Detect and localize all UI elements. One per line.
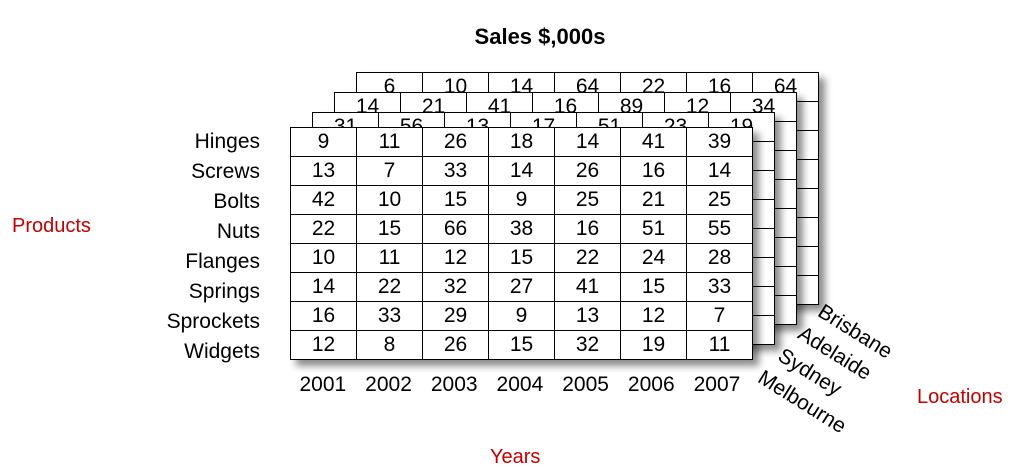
grid-cell: 26 [554, 156, 621, 186]
grid-cell: 22 [554, 243, 621, 273]
grid-cell: 25 [686, 185, 753, 215]
product-label: Sprockets [166, 310, 260, 333]
grid-cell: 15 [422, 185, 489, 215]
grid-cell: 66 [422, 214, 489, 244]
product-label: Nuts [216, 220, 260, 243]
grid-cell: 32 [422, 272, 489, 302]
year-labels: 2001 2002 2003 2004 2005 2006 2007 [290, 373, 750, 397]
grid-cell: 9 [488, 185, 555, 215]
table-row: 9 11 26 18 14 41 39 [290, 127, 753, 157]
table-row: 10 11 12 15 22 24 28 [290, 243, 753, 273]
grid-cell: 16 [290, 301, 357, 331]
table-row: 13 7 33 14 26 16 14 [290, 156, 753, 186]
grid-cell: 33 [422, 156, 489, 186]
grid-cell: 9 [290, 127, 357, 157]
table-row: 42 10 15 9 25 21 25 [290, 185, 753, 215]
grid-cell: 16 [554, 214, 621, 244]
product-label: Bolts [213, 190, 260, 213]
grid-cell: 32 [554, 330, 621, 360]
grid-cell: 55 [686, 214, 753, 244]
product-label: Flanges [185, 250, 260, 273]
grid-cell: 13 [290, 156, 357, 186]
grid-cell: 33 [356, 301, 423, 331]
grid-cell: 14 [488, 156, 555, 186]
grid-cell: 24 [620, 243, 687, 273]
year-label: 2004 [496, 373, 544, 396]
grid-cell: 12 [290, 330, 357, 360]
product-label: Screws [191, 160, 260, 183]
grid-cell: 14 [554, 127, 621, 157]
year-label: 2005 [562, 373, 609, 396]
grid-cell: 38 [488, 214, 555, 244]
table-row: 22 15 66 38 16 51 55 [290, 214, 753, 244]
grid-cell: 41 [620, 127, 687, 157]
grid-cell: 14 [686, 156, 753, 186]
grid-cell: 26 [422, 127, 489, 157]
grid-cell: 12 [422, 243, 489, 273]
grid-cell: 12 [620, 301, 687, 331]
table-row: 14 22 32 27 41 15 33 [290, 272, 753, 302]
grid-cell: 39 [686, 127, 753, 157]
chart-title: Sales $,000s [474, 24, 606, 49]
layer-melbourne: 9 11 26 18 14 41 39 13 7 33 14 26 16 14 42 10 15 9 25 21 25 2… [290, 127, 753, 360]
grid-cell: 22 [356, 272, 423, 302]
grid-cell: 10 [290, 243, 357, 273]
front-grid: 9 11 26 18 14 41 39 13 7 33 14 26 16 14 42 10 15 9 25 21 25 2… [290, 127, 753, 360]
year-label: 2003 [430, 373, 478, 396]
year-label: 2006 [627, 373, 675, 396]
grid-cell: 28 [686, 243, 753, 273]
locations-axis-label: Locations [917, 386, 1003, 408]
grid-cell: 14 [290, 272, 357, 302]
products-axis-label: Products [12, 215, 91, 237]
year-label: 2002 [365, 373, 412, 396]
grid-cell: 10 [356, 185, 423, 215]
grid-cell: 11 [356, 127, 423, 157]
grid-cell: 21 [620, 185, 687, 215]
grid-cell: 51 [620, 214, 687, 244]
grid-cell: 18 [488, 127, 555, 157]
grid-cell: 33 [686, 272, 753, 302]
grid-cell: 25 [554, 185, 621, 215]
product-label: Springs [188, 280, 260, 303]
grid-cell: 27 [488, 272, 555, 302]
grid-cell: 11 [356, 243, 423, 273]
grid-cell: 22 [290, 214, 357, 244]
grid-cell: 7 [686, 301, 753, 331]
grid-cell: 11 [686, 330, 753, 360]
table-row: 16 33 29 9 13 12 7 [290, 301, 753, 331]
year-label: 2001 [299, 373, 347, 396]
grid-cell: 42 [290, 185, 357, 215]
year-label: 2007 [693, 373, 741, 396]
grid-cell: 13 [554, 301, 621, 331]
grid-cell: 9 [488, 301, 555, 331]
product-labels: Hinges Screws Bolts Nuts Flanges Springs Sproc… [120, 127, 260, 367]
product-label: Hinges [194, 130, 260, 153]
grid-cell: 15 [356, 214, 423, 244]
grid-cell: 15 [620, 272, 687, 302]
table-row: 12 8 26 15 32 19 11 [290, 330, 753, 360]
grid-cell: 19 [620, 330, 687, 360]
grid-cell: 15 [488, 243, 555, 273]
years-axis-label: Years [490, 446, 541, 468]
grid-cell: 41 [554, 272, 621, 302]
grid-cell: 26 [422, 330, 489, 360]
grid-cell: 16 [620, 156, 687, 186]
product-label: Widgets [184, 340, 260, 363]
grid-cell: 8 [356, 330, 423, 360]
grid-cell: 7 [356, 156, 423, 186]
grid-cell: 29 [422, 301, 489, 331]
grid-cell: 15 [488, 330, 555, 360]
